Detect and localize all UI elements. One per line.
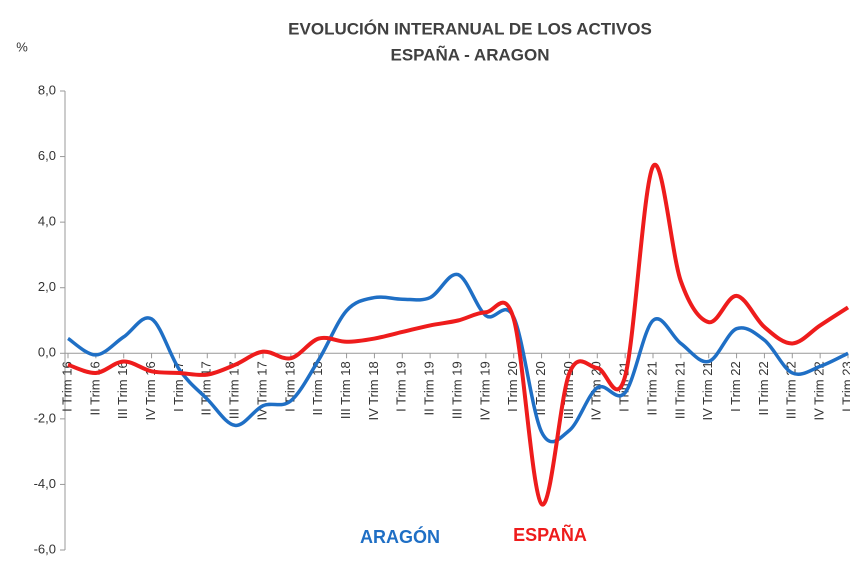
y-tick-label: 0,0: [38, 345, 56, 360]
x-tick-label: I Trim 16: [59, 361, 74, 412]
legend-label: ARAGÓN: [360, 526, 440, 547]
x-tick-label: II Trim 22: [756, 361, 771, 415]
x-tick-label: III Trim 22: [784, 361, 799, 419]
legend-label: ESPAÑA: [513, 524, 587, 545]
y-axis-label: %: [16, 39, 28, 54]
y-tick-label: -4,0: [34, 476, 56, 491]
x-tick-label: IV Trim 19: [477, 361, 492, 420]
y-tick-label: -2,0: [34, 410, 56, 425]
x-tick-label: II Trim 20: [533, 361, 548, 415]
x-tick-label: II Trim 17: [199, 361, 214, 415]
y-tick-label: 4,0: [38, 214, 56, 229]
y-tick-label: 8,0: [38, 82, 56, 97]
data-line: [67, 272, 849, 444]
x-tick-label: II Trim 16: [87, 361, 102, 415]
x-tick-label: II Trim 19: [422, 361, 437, 415]
chart-subtitle: ESPAÑA - ARAGON: [391, 44, 550, 64]
x-tick-label: II Trim 18: [310, 361, 325, 415]
x-tick-label: I Trim 21: [617, 361, 632, 412]
x-tick-label: III Trim 21: [672, 361, 687, 419]
x-tick-label: IV Trim 16: [143, 361, 158, 420]
x-tick-label: I Trim 19: [394, 361, 409, 412]
x-tick-label: I Trim 22: [728, 361, 743, 412]
x-tick-label: III Trim 16: [115, 361, 130, 419]
x-tick-label: III Trim 17: [227, 361, 242, 419]
y-tick-label: -6,0: [34, 541, 56, 556]
x-tick-label: I Trim 23: [839, 361, 850, 412]
x-tick-label: I Trim 20: [505, 361, 520, 412]
x-tick-label: III Trim 19: [449, 361, 464, 419]
x-tick-label: IV Trim 22: [812, 361, 827, 420]
y-tick-label: 2,0: [38, 279, 56, 294]
x-tick-label: IV Trim 18: [366, 361, 381, 420]
x-tick-label: III Trim 18: [338, 361, 353, 419]
x-tick-label: III Trim 20: [561, 361, 576, 419]
data-line: [67, 162, 850, 507]
y-tick-label: 6,0: [38, 148, 56, 163]
x-tick-label: II Trim 21: [644, 361, 659, 415]
chart-title: EVOLUCIÓN INTERANUAL DE LOS ACTIVOS: [288, 19, 652, 38]
x-tick-label: IV Trim 21: [700, 361, 715, 420]
